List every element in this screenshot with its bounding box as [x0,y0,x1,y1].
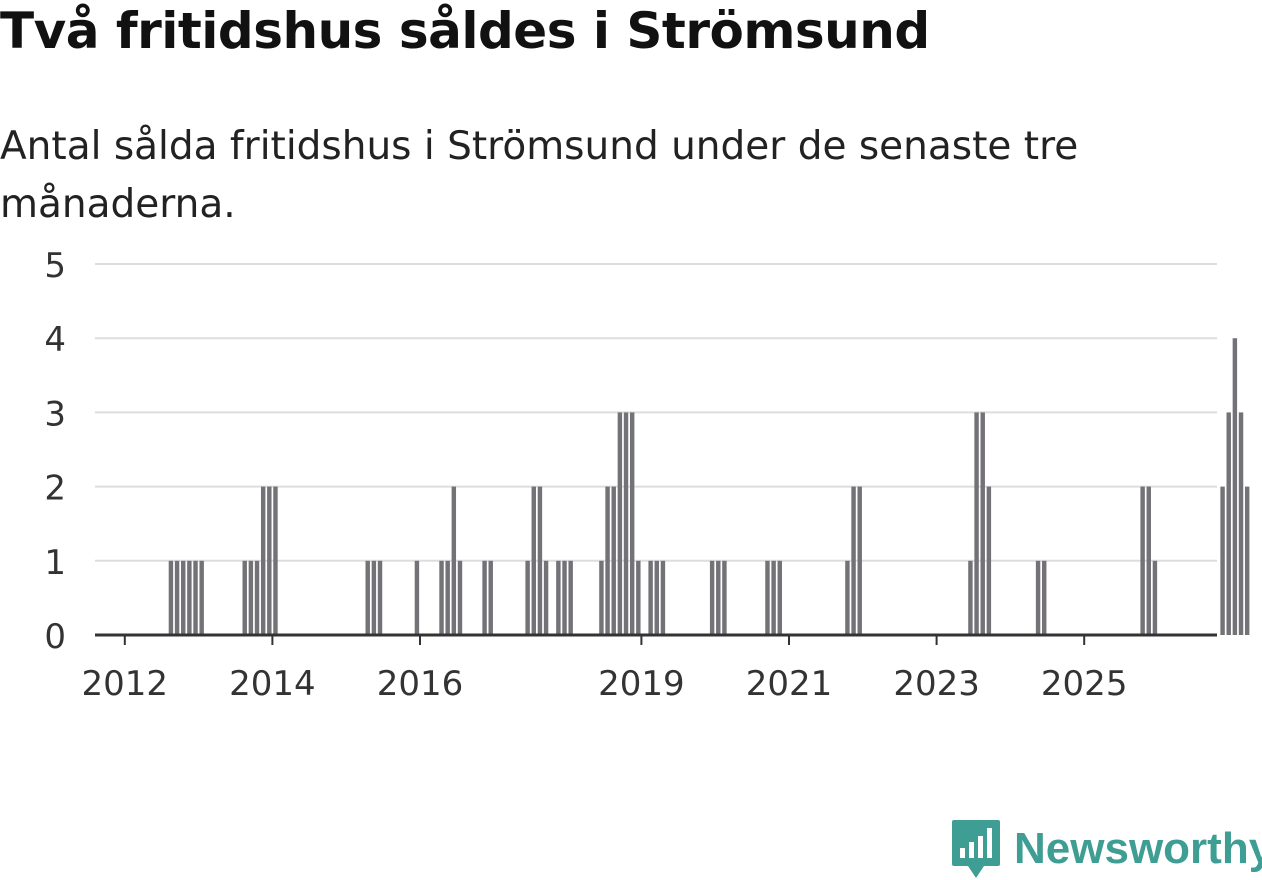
y-tick-label: 5 [44,246,66,286]
bar[interactable] [457,560,463,635]
bar[interactable] [986,486,992,635]
bar[interactable] [636,560,641,635]
bar[interactable] [771,560,776,635]
brand-name: Newsworthy [1014,824,1262,873]
labels: 01234522012201420162019202120232025 [44,246,1128,704]
bar[interactable] [260,486,266,635]
bar[interactable] [168,560,174,635]
x-tick-label: 2014 [229,664,316,704]
bar[interactable] [174,560,180,635]
bar[interactable] [709,560,715,635]
bar[interactable] [1146,486,1151,635]
bar[interactable] [193,560,198,635]
bar[interactable] [1152,560,1158,635]
bar[interactable] [722,560,727,635]
bar[interactable] [371,560,377,635]
bar[interactable] [765,560,770,635]
bar[interactable] [777,560,782,635]
bar[interactable] [537,486,543,635]
bar[interactable] [525,560,530,635]
bar[interactable] [980,412,985,635]
bar[interactable] [242,560,247,635]
bar[interactable] [568,560,573,635]
y-tick-label: 1 [44,543,66,583]
bar[interactable] [654,560,659,635]
bar[interactable] [857,486,862,635]
bar[interactable] [531,486,536,635]
bar[interactable] [267,486,272,635]
chart-subtitle: Antal sålda fritidshus i Strömsund under… [0,124,1079,227]
y-tick-label: 0 [44,617,66,657]
bar[interactable] [562,560,567,635]
bar[interactable] [629,412,635,635]
bar[interactable] [1226,412,1231,635]
bars [168,338,1250,635]
x-tick-label: 2023 [893,664,980,704]
bar[interactable] [617,412,623,635]
bar[interactable] [648,560,653,635]
bar[interactable] [623,412,629,635]
newsworthy-logo-icon [952,820,1000,878]
chart-title: Två fritidshus såldes i Strömsund [0,2,930,60]
x-tick-label: 2021 [746,664,833,704]
bar[interactable] [1035,560,1041,635]
x-tick-label: 2012 [82,664,169,704]
bar[interactable] [1244,486,1250,635]
axes [95,633,1217,645]
newsworthy-logo[interactable]: Newsworthy [950,818,1262,880]
bar[interactable] [254,560,260,635]
y-tick-label: 4 [44,320,66,360]
bar[interactable] [445,560,450,635]
bar[interactable] [1232,338,1238,635]
y-tick-label: 3 [44,394,66,434]
bar[interactable] [377,560,383,635]
bar[interactable] [851,486,856,635]
bar[interactable] [611,486,616,635]
y-tick-label: 2 [44,469,66,509]
bar[interactable] [273,486,278,635]
bar[interactable] [181,560,186,635]
bar[interactable] [660,560,666,635]
bar[interactable] [488,560,493,635]
x-tick-label: 2019 [598,664,685,704]
x-tick-label: 2016 [377,664,464,704]
bar[interactable] [439,560,444,635]
bar[interactable] [968,560,973,635]
x-tick-label: 2025 [1041,664,1128,704]
bar[interactable] [1042,560,1047,635]
bar[interactable] [974,412,979,635]
bar[interactable] [1220,486,1225,635]
bar[interactable] [482,560,487,635]
bar[interactable] [716,560,721,635]
bar[interactable] [187,560,192,635]
bar[interactable] [599,560,604,635]
bar[interactable] [556,560,561,635]
bar[interactable] [451,486,457,635]
bar[interactable] [365,560,370,635]
bar[interactable] [605,486,610,635]
bar[interactable] [199,560,204,635]
bar[interactable] [1238,412,1244,635]
bar[interactable] [1140,486,1145,635]
bar[interactable] [248,560,254,635]
bar[interactable] [845,560,850,635]
bar[interactable] [414,560,420,635]
bar[interactable] [543,560,549,635]
grid-lines [95,263,1217,562]
